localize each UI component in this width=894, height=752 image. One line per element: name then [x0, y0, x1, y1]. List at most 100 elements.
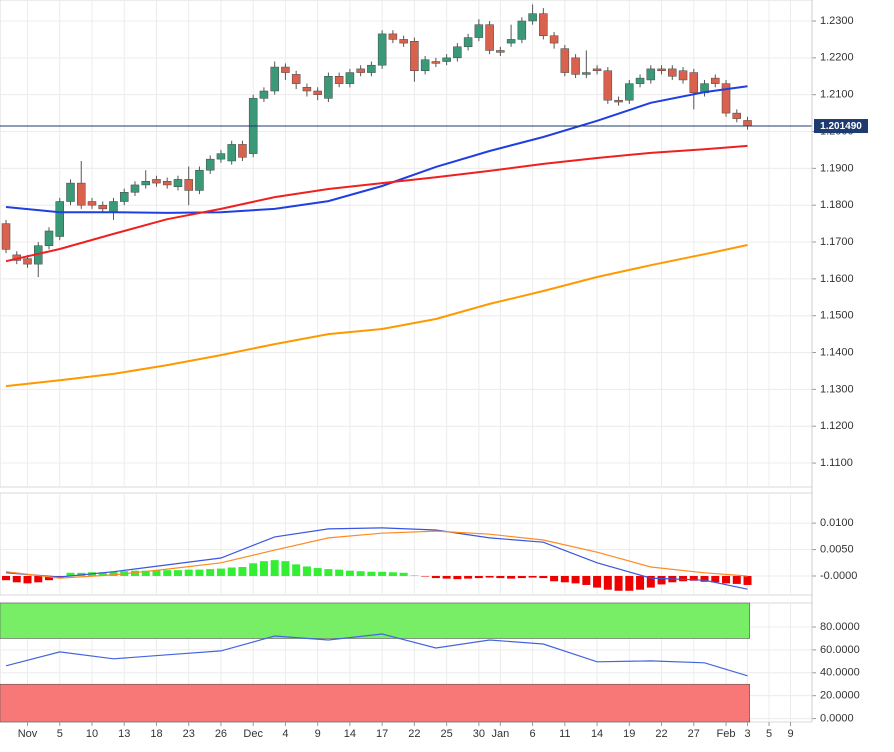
candle-body: [711, 77, 720, 84]
histogram-bar: [34, 575, 43, 583]
candle-body: [324, 76, 333, 99]
x-tick-label: 13: [118, 728, 130, 740]
candle-body: [44, 230, 54, 246]
candle-body: [356, 68, 365, 73]
candle-body: [270, 66, 279, 92]
histogram-bar: [66, 572, 75, 576]
candle-body: [657, 68, 666, 71]
y-tick-label: 1.1100: [820, 457, 853, 469]
y-tick-label: 1.2200: [820, 52, 854, 64]
histogram-bar: [45, 575, 54, 581]
candle-body: [463, 37, 473, 48]
histogram-bar: [281, 561, 290, 576]
candle-body: [539, 13, 548, 36]
candle-body: [528, 13, 537, 22]
candle-body: [485, 24, 494, 51]
histogram-bar: [378, 571, 387, 576]
histogram-bar: [593, 575, 602, 588]
candle-body: [453, 46, 462, 59]
last-price-box: [814, 119, 868, 134]
histogram-bar: [711, 575, 720, 583]
candle-body: [119, 192, 129, 202]
histogram-bar: [152, 570, 161, 576]
y-tick-label: 1.1800: [820, 199, 854, 211]
x-tick-label: 9: [787, 728, 793, 740]
candle-body: [442, 57, 451, 62]
histogram-bar: [367, 571, 376, 576]
candle-body: [162, 180, 172, 186]
y-tick-label: 20.0000: [820, 690, 860, 702]
x-tick-label: 25: [440, 728, 452, 740]
candle-body: [592, 68, 602, 71]
x-tick-label: 10: [86, 728, 98, 740]
histogram-bar: [345, 570, 354, 576]
histogram-bar: [206, 569, 215, 576]
histogram-bar: [98, 572, 107, 576]
candle-body: [302, 87, 312, 92]
histogram-bar: [625, 575, 634, 591]
candle-body: [152, 179, 161, 184]
y-tick-label: 1.1600: [820, 273, 854, 285]
histogram-bar: [238, 566, 247, 576]
x-tick-label: 4: [282, 728, 288, 740]
indicator-line: [5, 530, 748, 579]
histogram-bar: [410, 575, 419, 576]
y-tick-label: 1.1500: [820, 310, 854, 322]
y-tick-label: 60.0000: [820, 644, 860, 656]
histogram-bar: [474, 575, 483, 579]
histogram-bar: [528, 575, 537, 578]
histogram-bar: [571, 575, 580, 584]
x-tick-label: 30: [473, 728, 485, 740]
indicator-line: [5, 144, 748, 263]
candle-body: [582, 72, 591, 75]
y-tick-label: 0.0050: [820, 543, 854, 555]
x-tick-label: 26: [215, 728, 227, 740]
histogram-bar: [163, 570, 172, 576]
candle-body: [743, 120, 752, 127]
candle-body: [506, 39, 516, 44]
histogram-bar: [517, 575, 526, 579]
y-tick-label: 1.1400: [820, 346, 854, 358]
x-tick-label: 22: [408, 728, 420, 740]
candle-body: [205, 158, 215, 171]
histogram-bar: [560, 575, 569, 583]
histogram-bar: [292, 564, 301, 576]
histogram-bar: [109, 571, 118, 576]
x-tick-label: 14: [591, 728, 603, 740]
candle-body: [571, 57, 580, 75]
histogram-bar: [603, 575, 612, 590]
x-tick-label: 19: [623, 728, 635, 740]
histogram-bar: [453, 575, 462, 580]
histogram-bar: [700, 575, 709, 582]
histogram-bar: [335, 569, 344, 576]
histogram-bar: [442, 575, 451, 579]
candle-body: [474, 24, 484, 38]
histogram-bar: [216, 568, 225, 576]
candle-body: [281, 66, 290, 73]
candle-body: [678, 70, 688, 81]
candle-body: [399, 39, 408, 44]
x-tick-label: Nov: [18, 728, 38, 740]
x-tick-label: 9: [315, 728, 321, 740]
candle-body: [87, 201, 97, 206]
y-tick-label: 80.0000: [820, 621, 860, 633]
indicator-line: [5, 244, 748, 388]
candle-body: [431, 61, 441, 64]
histogram-bar: [141, 570, 150, 576]
candle-body: [646, 68, 656, 81]
x-tick-label: 22: [655, 728, 667, 740]
y-tick-label: 1.1200: [820, 420, 854, 432]
candle-body: [55, 201, 65, 237]
histogram-bar: [646, 575, 655, 588]
x-tick-label: 17: [376, 728, 388, 740]
candle-body: [238, 144, 247, 158]
histogram-bar: [679, 575, 688, 582]
x-tick-label: 27: [688, 728, 700, 740]
histogram-bar: [259, 561, 268, 576]
candle-body: [23, 258, 32, 265]
candle-body: [109, 201, 118, 213]
histogram-bar: [496, 575, 505, 579]
candle-body: [377, 33, 387, 66]
histogram-bar: [431, 575, 440, 579]
